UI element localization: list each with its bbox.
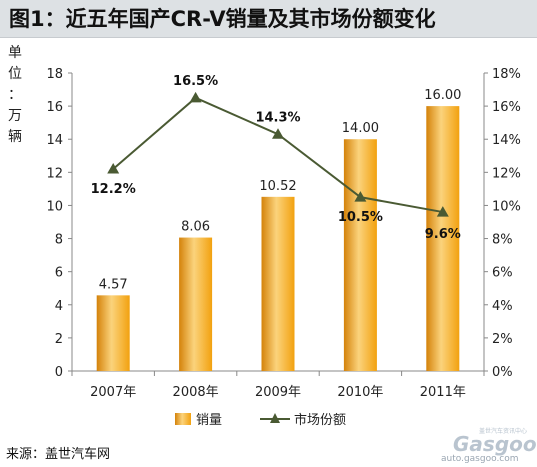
y-axis-label: 单位 ： 万辆: [8, 45, 22, 145]
y-tick-label: 18: [46, 67, 63, 82]
bar-value-label: 10.52: [259, 179, 296, 194]
x-tick-label: 2009年: [255, 385, 301, 400]
y-tick-label: 12: [46, 166, 63, 181]
y-axis-label-char: 辆: [8, 129, 22, 145]
combo-chart: 0 2 4 6 8 10 12 14 16 18 0% 2% 4% 6% 8% 10% 12% 14% 16% 18%…: [8, 45, 521, 428]
share-value-label: 16.5%: [173, 74, 218, 89]
y-tick-label: 4: [55, 299, 63, 314]
legend-bar-swatch: [175, 413, 191, 425]
watermark-logo-text: Gasgoo: [453, 432, 537, 456]
y-tick-label: 10: [46, 199, 63, 214]
source-note: 来源：盖世汽车网: [6, 447, 111, 462]
y2-tick-label: 16%: [492, 100, 521, 115]
share-value-label: 12.2%: [91, 182, 136, 197]
data-labels: 4.57 8.06 10.52 14.00 16.00 12.2% 16.5% 14.3% 10…: [91, 74, 462, 293]
x-tick-label: 2008年: [173, 385, 219, 400]
triangle-marker: [436, 206, 449, 217]
bar-value-label: 16.00: [424, 88, 461, 103]
chart-title: 图1：近五年国产CR-V销量及其市场份额变化: [0, 0, 537, 38]
bar-value-label: 8.06: [181, 220, 210, 235]
legend: 销量 市场份额: [175, 412, 346, 428]
watermark-tagline: 盖世汽车资讯中心: [479, 428, 528, 435]
x-tick-label: 2011年: [420, 385, 466, 400]
bar: [343, 139, 377, 371]
y2-tick-label: 8%: [492, 233, 513, 248]
bar: [179, 237, 213, 371]
y2-tick-label: 0%: [492, 365, 513, 380]
y-tick-label: 8: [55, 233, 63, 248]
y2-tick-label: 2%: [492, 332, 513, 347]
y-tick-label: 14: [46, 133, 63, 148]
triangle-marker: [107, 163, 120, 174]
y2-tick-label: 6%: [492, 266, 513, 281]
share-value-label: 9.6%: [425, 227, 461, 242]
x-tick-label: 2007年: [90, 385, 136, 400]
y2-tick-label: 14%: [492, 133, 521, 148]
bar: [96, 295, 130, 371]
legend-bar-label: 销量: [196, 413, 222, 428]
y2-tick-label: 18%: [492, 67, 521, 82]
y2-tick-label: 12%: [492, 166, 521, 181]
bar-series: [96, 106, 460, 371]
y-tick-label: 6: [55, 266, 63, 281]
y-tick-label: 16: [46, 100, 63, 115]
x-tick-label: 2010年: [337, 385, 383, 400]
y-tick-label: 2: [55, 332, 63, 347]
y-tick-label: 0: [55, 365, 63, 380]
y-axis-label-char: 万: [8, 108, 22, 124]
bar-value-label: 14.00: [342, 121, 379, 136]
line-series: [107, 91, 449, 217]
triangle-marker: [189, 91, 202, 103]
y2-tick-label: 4%: [492, 299, 513, 314]
legend-triangle-icon: [270, 413, 280, 423]
legend-line-label: 市场份额: [294, 412, 346, 428]
share-value-label: 10.5%: [338, 210, 383, 225]
bar: [426, 106, 460, 371]
triangle-marker: [272, 128, 284, 139]
y-axis-label-char: 位: [8, 66, 22, 82]
share-value-label: 14.3%: [255, 110, 300, 125]
y2-tick-label: 10%: [492, 199, 521, 214]
axes: 0 2 4 6 8 10 12 14 16 18 0% 2% 4% 6% 8% 10% 12% 14% 16% 18%…: [8, 45, 521, 400]
triangle-marker: [354, 191, 367, 202]
watermark-logo: 盖世汽车资讯中心 Gasgoo auto.gasgoo.com: [435, 426, 537, 464]
bar: [261, 196, 295, 371]
y-axis-label-char: 单: [8, 45, 22, 61]
watermark-url: auto.gasgoo.com: [441, 454, 519, 464]
y-axis-label-char: ：: [8, 87, 22, 103]
bar-value-label: 4.57: [99, 277, 128, 292]
